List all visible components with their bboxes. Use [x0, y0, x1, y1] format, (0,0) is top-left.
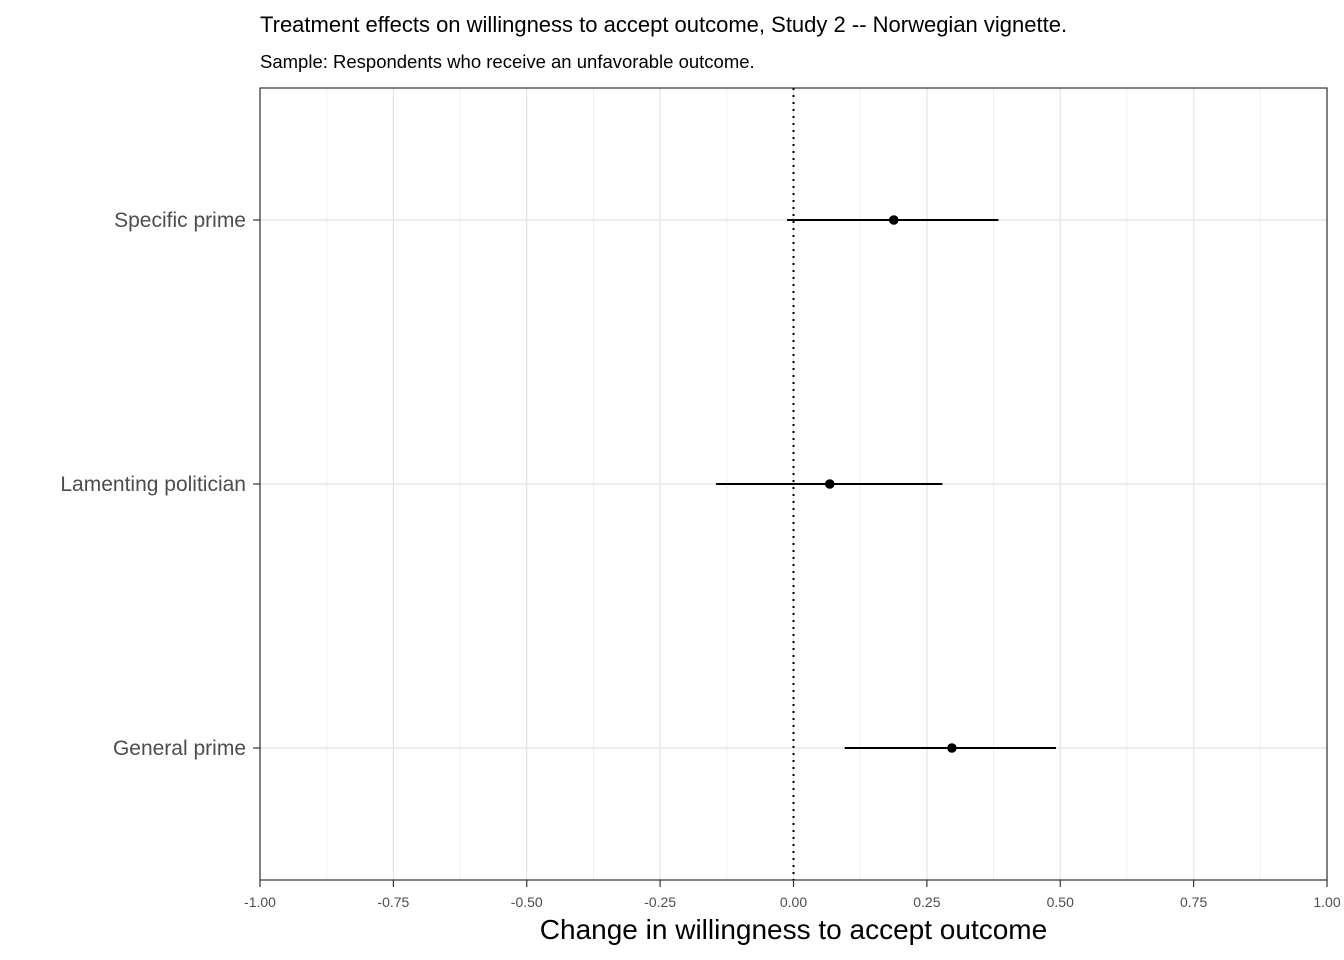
x-tick-label: 1.00 — [1313, 894, 1340, 910]
point-estimate — [888, 215, 899, 225]
estimate-marks — [716, 215, 1056, 753]
x-tick-label: -0.50 — [511, 894, 543, 910]
y-tick-label: Specific prime — [114, 209, 246, 232]
chart-subtitle: Sample: Respondents who receive an unfav… — [260, 51, 755, 72]
x-tick-label: -0.75 — [377, 894, 409, 910]
x-tick-label: -0.25 — [644, 894, 676, 910]
x-tick-label: 0.25 — [913, 894, 940, 910]
y-axis: Specific prime Lamenting politician Genera… — [60, 209, 260, 760]
x-axis: -1.00 -0.75 -0.50 -0.25 0.00 0.25 0.50 0.75 1.00 — [244, 880, 1341, 910]
chart-title: Treatment effects on willingness to acce… — [260, 12, 1068, 37]
x-tick-label: -1.00 — [244, 894, 276, 910]
point-estimate — [947, 743, 957, 753]
x-tick-label: 0.50 — [1047, 894, 1074, 910]
y-tick-label: General prime — [113, 737, 246, 760]
y-tick-label: Lamenting politician — [60, 473, 246, 496]
x-tick-label: 0.00 — [780, 894, 807, 910]
x-axis-label: Change in willingness to accept outcome — [540, 914, 1047, 945]
x-tick-label: 0.75 — [1180, 894, 1207, 910]
point-estimate — [824, 479, 835, 489]
